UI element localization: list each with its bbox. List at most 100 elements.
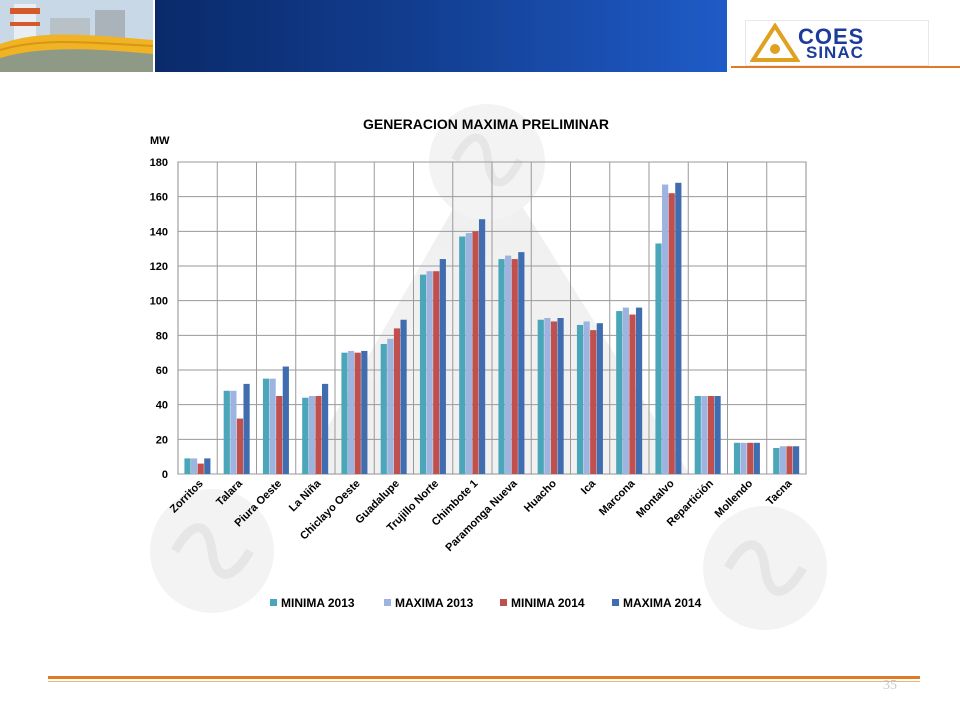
- bar: [223, 390, 230, 474]
- y-tick-label: 80: [156, 330, 168, 342]
- bar: [544, 318, 551, 474]
- bar: [282, 366, 289, 474]
- bar: [747, 442, 754, 474]
- bar: [393, 328, 401, 474]
- bar: [361, 350, 368, 474]
- y-axis-tick-labels: 0 20 40 60 80 100 120 140 160 180: [150, 157, 168, 481]
- bar: [629, 314, 636, 474]
- bar: [701, 396, 708, 474]
- bar: [426, 271, 433, 474]
- logo-text-sinac: SINAC: [806, 43, 864, 62]
- bar: [635, 307, 643, 474]
- bar: [740, 442, 747, 474]
- y-tick-label: 140: [150, 226, 168, 238]
- watermark: [150, 104, 827, 630]
- bar: [308, 396, 315, 474]
- bar: [302, 397, 309, 474]
- legend-swatch: [270, 599, 277, 606]
- footer-line: [48, 676, 920, 679]
- bar: [753, 442, 760, 474]
- bar: [792, 446, 800, 474]
- legend-swatch: [384, 599, 391, 606]
- y-tick-label: 20: [156, 434, 168, 446]
- legend-label: MINIMA 2014: [511, 596, 585, 610]
- bar: [380, 344, 387, 474]
- y-tick-label: 0: [162, 469, 168, 481]
- bar-group: [184, 182, 800, 475]
- bar: [511, 259, 518, 474]
- header-blue-band: [155, 0, 727, 72]
- logo-underline: [731, 66, 960, 68]
- bar: [191, 458, 198, 474]
- legend-label: MAXIMA 2013: [395, 596, 474, 610]
- bar: [694, 396, 701, 474]
- bar: [269, 378, 276, 474]
- bar: [184, 458, 191, 474]
- bar: [786, 446, 793, 474]
- bar: [236, 418, 244, 474]
- bar: [243, 383, 250, 474]
- x-tick-label: Tacna: [764, 477, 795, 508]
- bar: [773, 448, 780, 474]
- bar: [557, 318, 564, 474]
- bar: [537, 319, 544, 474]
- bar: [583, 321, 590, 474]
- bar: [576, 324, 584, 474]
- bar: [315, 396, 322, 474]
- coes-sinac-logo: COES SINAC: [745, 20, 929, 66]
- bar: [616, 311, 623, 474]
- y-tick-label: 180: [150, 157, 168, 169]
- bar: [622, 307, 629, 474]
- legend-label: MAXIMA 2014: [623, 596, 702, 610]
- bar: [230, 390, 237, 474]
- y-tick-label: 40: [156, 400, 168, 412]
- bar: [478, 219, 486, 474]
- bar: [779, 446, 786, 474]
- y-axis-label: MW: [150, 135, 170, 147]
- y-tick-label: 120: [150, 261, 168, 273]
- bar: [204, 458, 211, 474]
- bar: [662, 184, 669, 475]
- bar: [439, 259, 446, 474]
- bar: [498, 259, 505, 474]
- legend-label: MINIMA 2013: [281, 596, 355, 610]
- x-tick-label: Marcona: [597, 477, 638, 518]
- bar: [596, 323, 603, 474]
- header-photo: [0, 0, 153, 72]
- bar: [675, 182, 682, 475]
- bar: [707, 396, 715, 474]
- bar: [321, 383, 329, 474]
- chart-title: GENERACION MAXIMA PRELIMINAR: [363, 116, 609, 132]
- bar: [505, 255, 512, 474]
- bar: [733, 442, 741, 474]
- slide-header: COES SINAC: [0, 0, 960, 72]
- bar: [465, 233, 472, 474]
- bar: [459, 236, 466, 474]
- x-tick-label: Ica: [579, 477, 599, 497]
- bar: [590, 330, 597, 474]
- footer-line-thin: [48, 681, 920, 682]
- legend-swatch: [500, 599, 507, 606]
- bar: [400, 319, 407, 474]
- x-tick-label: La Niña: [287, 477, 324, 514]
- bar: [341, 352, 348, 474]
- logo-text-coes: COES: [798, 24, 865, 49]
- logo-triangle-icon: [750, 23, 800, 62]
- bar: [518, 252, 525, 474]
- y-tick-label: 160: [150, 192, 168, 204]
- y-tick-label: 60: [156, 365, 168, 377]
- bar: [348, 350, 355, 474]
- bar: [550, 321, 558, 474]
- bar: [387, 338, 394, 474]
- bar: [714, 396, 721, 474]
- y-tick-label: 100: [150, 296, 168, 308]
- bar: [354, 352, 361, 474]
- x-tick-label: Huacho: [522, 477, 559, 514]
- bar: [655, 243, 662, 474]
- bar: [472, 231, 479, 474]
- bar: [262, 378, 270, 474]
- chart-legend: MINIMA 2013 MAXIMA 2013 MINIMA 2014 MAXIMA …: [270, 596, 702, 610]
- bar: [419, 274, 427, 474]
- bar: [668, 193, 675, 474]
